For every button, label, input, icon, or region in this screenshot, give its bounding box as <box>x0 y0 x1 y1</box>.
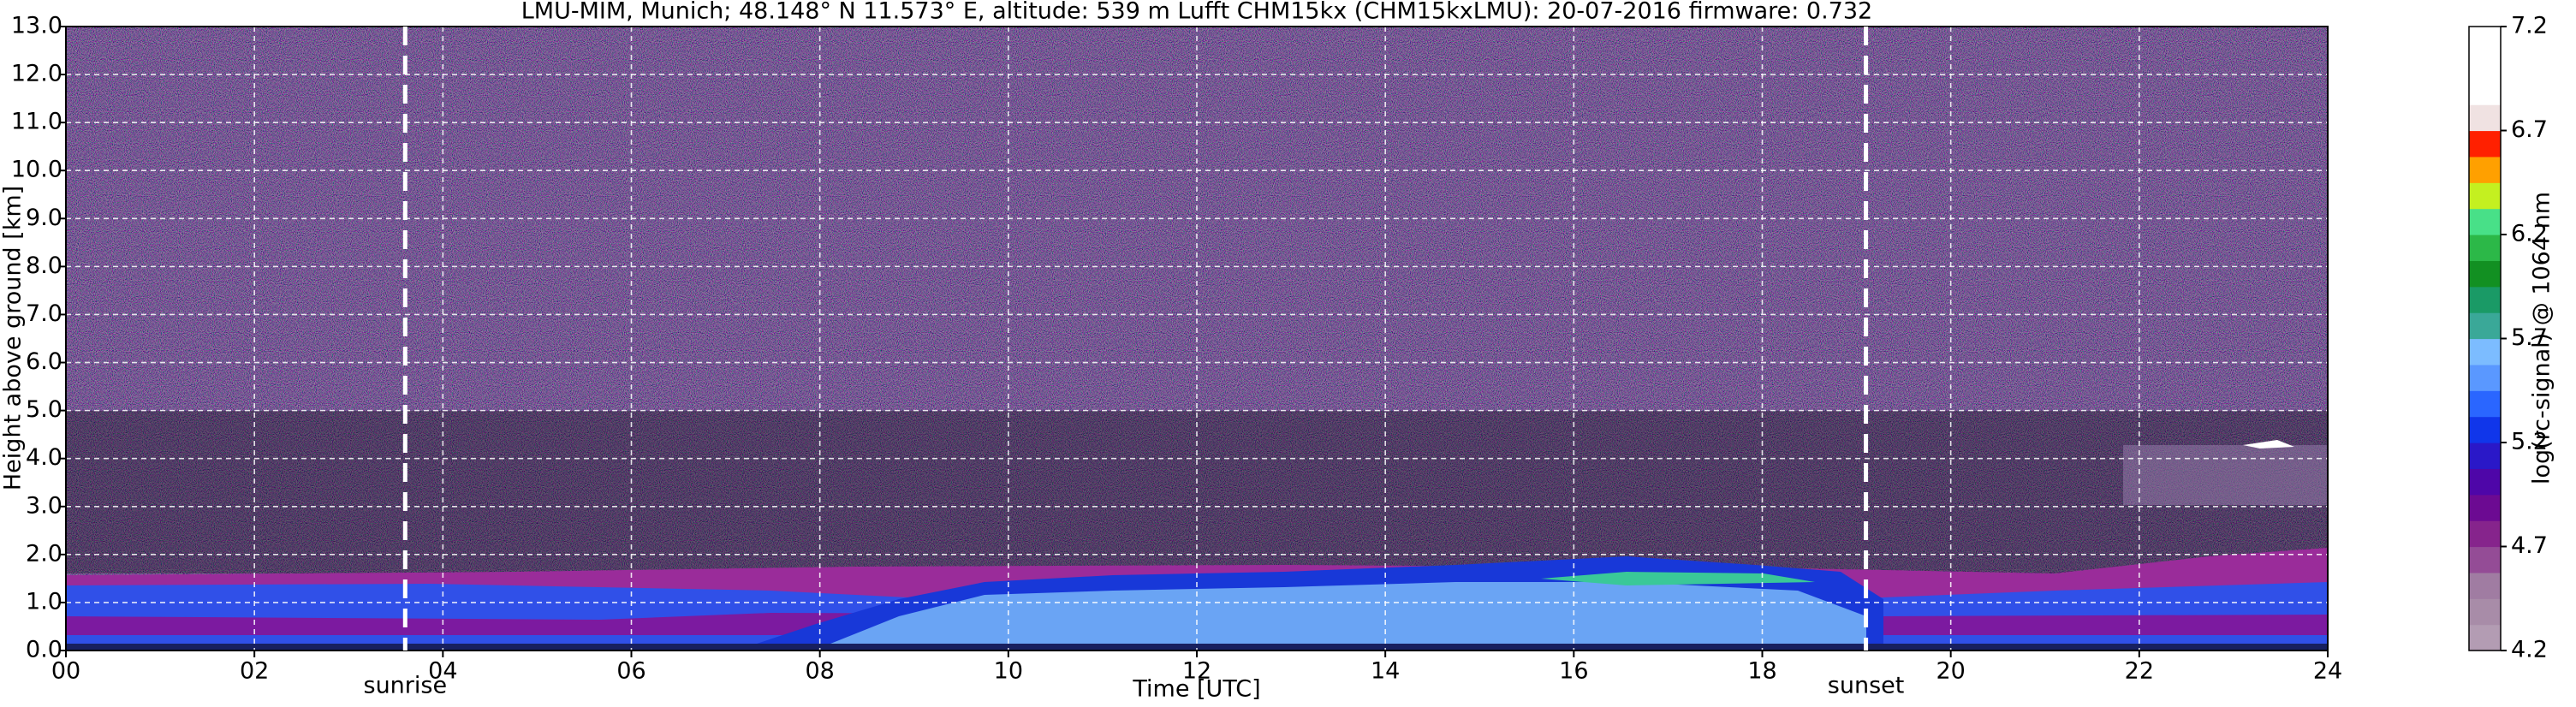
x-tick-label: 20 <box>1936 658 1965 685</box>
colorbar-cell <box>2469 390 2501 418</box>
colorbar-cell <box>2469 130 2501 157</box>
heatmap-ground <box>66 644 2328 651</box>
colorbar-cell <box>2469 104 2501 132</box>
colorbar-cell <box>2469 27 2501 53</box>
x-tick-label: 24 <box>2313 658 2342 685</box>
colorbar-cell <box>2469 208 2501 235</box>
y-tick-label: 5.0 <box>26 396 62 423</box>
y-tick-label: 13.0 <box>11 13 62 39</box>
x-tick-label: 08 <box>805 658 834 685</box>
y-tick-label: 2.0 <box>26 540 62 567</box>
heatmap-cloud-top <box>1541 572 1815 585</box>
colorbar-cell <box>2469 416 2501 443</box>
colorbar-cell <box>2469 546 2501 573</box>
x-tick-label: 16 <box>1559 658 1588 685</box>
colorbar-tick-label: 6.2 <box>2511 221 2548 247</box>
heatmap-cloud <box>2243 440 2294 449</box>
colorbar-cell <box>2469 52 2501 80</box>
colorbar-cell <box>2469 572 2501 599</box>
colorbar-tick-label: 6.7 <box>2511 116 2548 143</box>
x-tick-label: 10 <box>994 658 1023 685</box>
colorbar-label: log(rc-signal) @ 1064 nm <box>2529 192 2555 484</box>
x-tick-label: 02 <box>240 658 269 685</box>
y-tick-label: 1.0 <box>26 588 62 615</box>
colorbar-tick-label: 5.7 <box>2511 324 2548 351</box>
x-axis-label: Time [UTC] <box>1132 676 1260 703</box>
x-tick-label: 00 <box>51 658 80 685</box>
colorbar-cell <box>2469 364 2501 391</box>
colorbar-cell <box>2469 260 2501 288</box>
x-tick-label: 18 <box>1747 658 1776 685</box>
colorbar-cell <box>2469 624 2501 651</box>
chart-title: LMU-MIM, Munich; 48.148° N 11.573° E, al… <box>521 0 1872 25</box>
colorbar-cell <box>2469 182 2501 210</box>
colorbar-tick-label: 4.7 <box>2511 532 2548 559</box>
colorbar-cell <box>2469 235 2501 261</box>
y-axis-label: Height above ground [km] <box>0 186 27 490</box>
x-tick-label: 12 <box>1182 658 1211 685</box>
y-tick-label: 7.0 <box>26 300 62 327</box>
y-tick-label: 11.0 <box>11 109 62 135</box>
colorbar-cell <box>2469 520 2501 548</box>
colorbar-cell <box>2469 598 2501 626</box>
colorbar-tick-label: 5.2 <box>2511 429 2548 455</box>
colorbar-cell <box>2469 78 2501 105</box>
y-tick-label: 9.0 <box>26 205 62 231</box>
colorbar-cell <box>2469 286 2501 313</box>
y-tick-label: 12.0 <box>11 61 62 87</box>
event-label: sunrise <box>364 673 448 699</box>
colorbar-cell <box>2469 494 2501 521</box>
colorbar-cell <box>2469 443 2501 469</box>
colorbar-tick-label: 4.2 <box>2511 637 2548 663</box>
y-tick-label: 3.0 <box>26 492 62 519</box>
y-tick-label: 10.0 <box>11 157 62 183</box>
colorbar-tick-label: 7.2 <box>2511 13 2548 39</box>
x-tick-label: 04 <box>428 658 457 685</box>
y-tick-label: 4.0 <box>26 444 62 471</box>
x-tick-label: 22 <box>2125 658 2154 685</box>
heatmap-aerosol-layer <box>2123 445 2328 505</box>
event-label: sunset <box>1828 673 1905 699</box>
colorbar-cell <box>2469 338 2501 365</box>
y-tick-label: 6.0 <box>26 348 62 375</box>
heatmap-convective-layer <box>813 582 1866 651</box>
y-tick-label: 0.0 <box>26 637 62 663</box>
colorbar-cell <box>2469 156 2501 183</box>
x-tick-label: 06 <box>616 658 645 685</box>
x-tick-label: 14 <box>1371 658 1400 685</box>
colorbar-cell <box>2469 468 2501 496</box>
colorbar-cell <box>2469 312 2501 340</box>
y-tick-label: 8.0 <box>26 253 62 279</box>
